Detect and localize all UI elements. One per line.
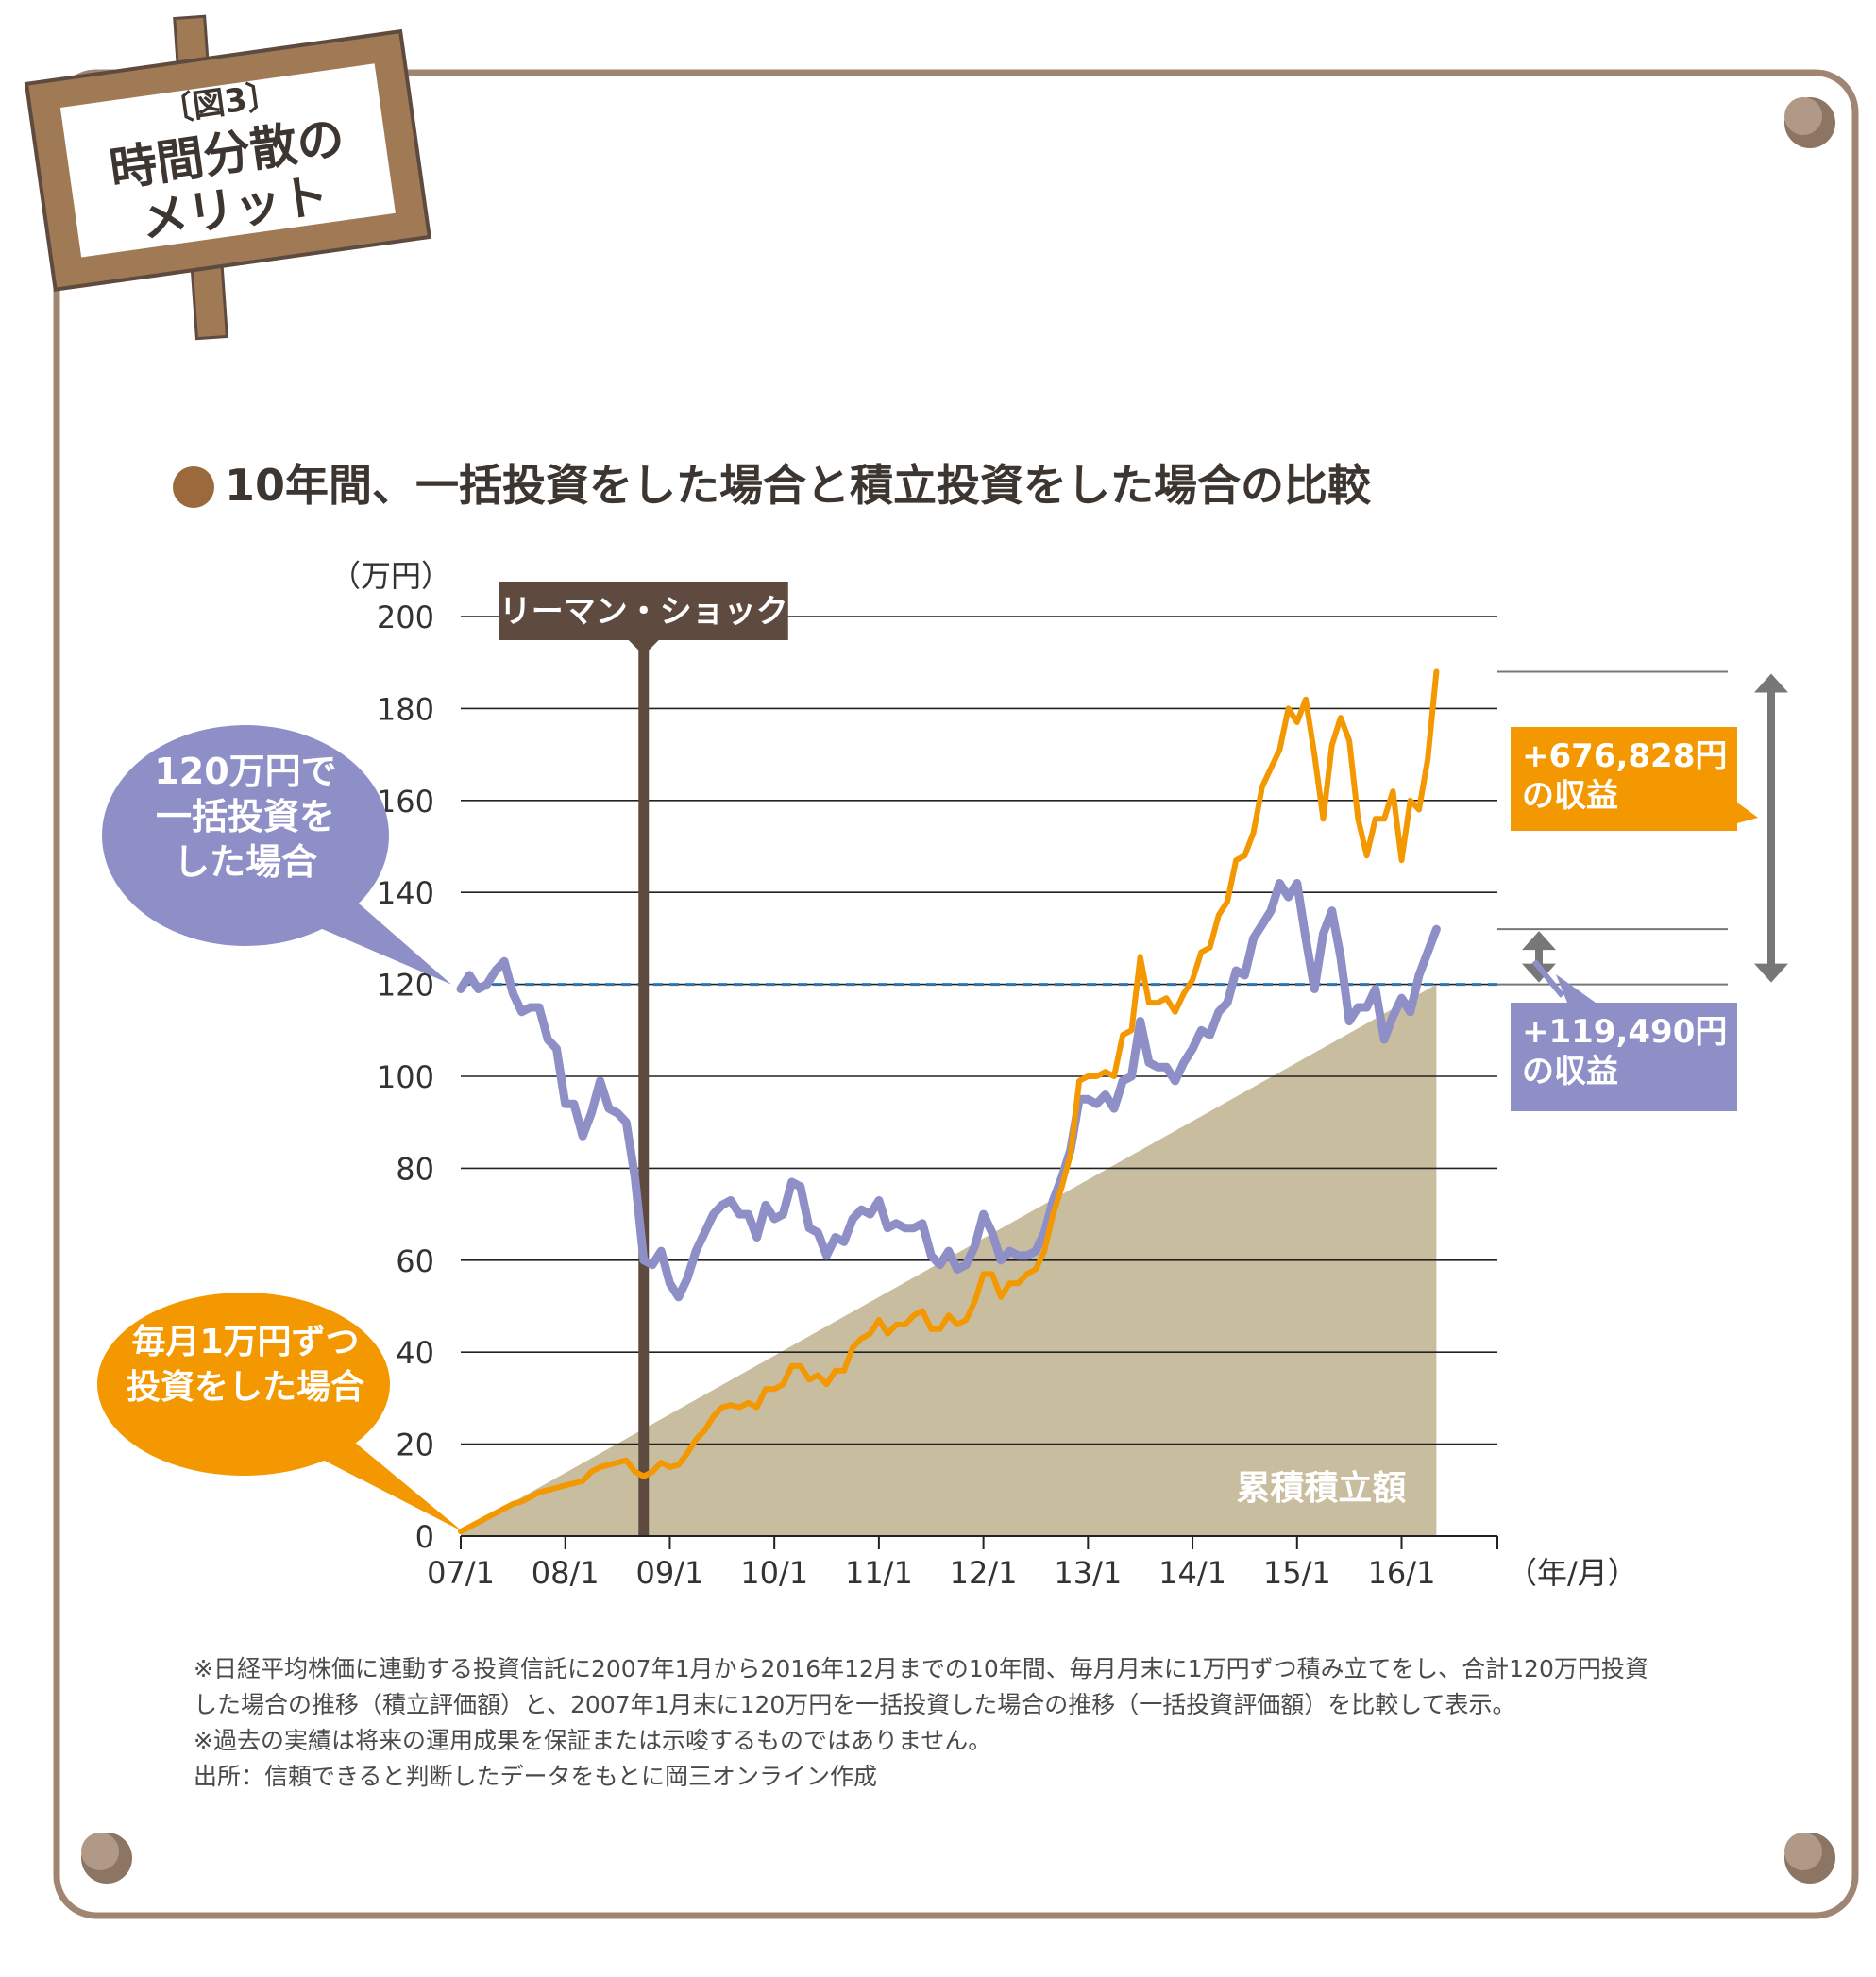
y-unit-label: （万円） [330,558,451,594]
signboard: 〔図3〕 時間分散の メリット [24,14,432,341]
sign-board-inner [59,63,396,258]
y-tick-label: 180 [377,691,434,727]
event-label: リーマン・ショック [499,593,788,631]
annotation-layer [97,670,1788,1532]
y-tick-label: 80 [396,1151,434,1187]
x-tick-label: 07/1 [427,1555,495,1591]
lump-sum-line [456,879,1441,1302]
x-tick-label: 11/1 [845,1555,913,1591]
pin-icon [1784,97,1835,148]
lump-sum-callout-line: した場合 [173,841,317,883]
x-tick-label: 09/1 [636,1555,704,1591]
x-tick-label: 14/1 [1158,1555,1226,1591]
x-unit-label: （年/月） [1507,1555,1638,1591]
y-tick-label: 100 [377,1059,434,1095]
event-label-box [499,582,788,655]
monthly-callout-text: 毎月1万円ずつ 投資をした場合 [94,1320,397,1411]
y-tick-label: 40 [396,1335,434,1371]
heading-bullet-icon [173,466,214,508]
series-layer [456,668,1441,1535]
monthly-gain-label: の収益 [1522,1053,1618,1090]
lump-sum-callout-line: 一括投資を [155,796,335,837]
source-note: 出所：信頼できると判断したデータをもとに岡三オンライン作成 [194,1763,878,1790]
pin-icon [81,1833,132,1884]
arrow-up-icon [1522,931,1556,951]
arrow-down-icon [1754,963,1788,983]
x-tick-label: 12/1 [950,1555,1018,1591]
monthly-gain-value: +119,490円 [1522,1013,1728,1051]
footnote: ※過去の実績は将来の運用成果を保証または示唆するものではありません。 [194,1727,992,1754]
lump-sum-callout-line: 120万円で [154,751,337,792]
monthly-callout-tail [312,1424,463,1532]
y-tick-label: 160 [377,784,434,820]
arrow-up-icon [1754,673,1788,693]
x-tick-label: 08/1 [532,1555,600,1591]
axis-layer: 0 20 40 60 80 100 120 140 160 180 200 （万円） 07/1 08/1 0… [330,558,1638,1591]
y-tick-label: 0 [415,1519,434,1555]
monthly-callout-line: 投資をした場合 [126,1368,364,1407]
monthly-gain-pointer [1531,959,1565,998]
y-tick-label: 60 [396,1243,434,1279]
x-tick-label: 10/1 [740,1555,808,1591]
lump-sum-callout-bubble [102,725,389,946]
monthly-gain-annotation: +119,490円 の収益 [1522,1012,1727,1091]
monthly-gain-box [1511,974,1737,1111]
monthly-callout-bubble [97,1293,390,1476]
y-tick-label: 120 [377,968,434,1004]
lump-gain-annotation: +676,828円 の収益 [1522,736,1727,816]
lump-sum-callout-tail [313,897,451,985]
footnote: ※日経平均株価に連動する投資信託に2007年1月から2016年12月までの10年… [194,1655,1648,1682]
monthly-line [458,668,1440,1535]
y-tick-label: 200 [377,600,434,635]
y-tick-label: 20 [396,1428,434,1463]
panel-frame [53,69,1859,1919]
grid-layer [461,616,1497,1445]
lump-sum-callout-text: 120万円で 一括投資を した場合 [109,749,382,885]
lump-gain-box [1511,727,1758,831]
event-layer: リーマン・ショック [499,582,788,1536]
y-tick-label: 140 [377,875,434,911]
lump-gain-value: +676,828円 [1522,737,1728,775]
footnote: した場合の推移（積立評価額）と、2007年1月末に120万円を一括投資した場合の… [194,1691,1516,1718]
lump-gain-label: の収益 [1522,777,1618,815]
monthly-callout-line: 毎月1万円ずつ [131,1323,360,1361]
area-label: 累積積立額 [1236,1469,1406,1508]
x-tick-label: 13/1 [1054,1555,1122,1591]
x-tick-label: 15/1 [1263,1555,1331,1591]
chart-heading: 10年間、一括投資をした場合と積立投資をした場合の比較 [225,460,1372,511]
arrow-down-icon [1522,963,1556,983]
pin-icon [1784,1833,1835,1884]
x-tick-label: 16/1 [1368,1555,1436,1591]
